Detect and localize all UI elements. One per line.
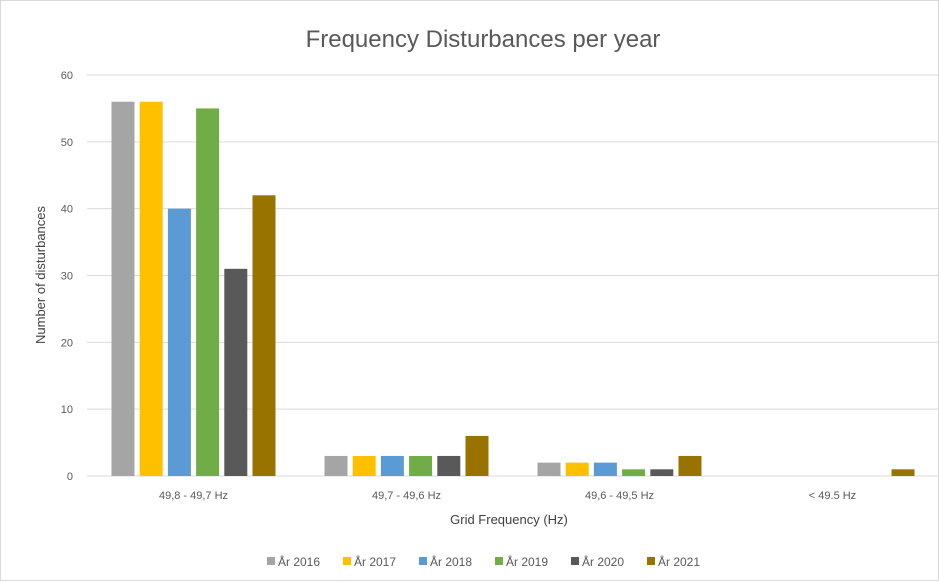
bar bbox=[891, 469, 915, 476]
x-axis-label: Grid Frequency (Hz) bbox=[450, 512, 568, 527]
y-tick-label: 20 bbox=[61, 337, 73, 349]
chart-title: Frequency Disturbances per year bbox=[306, 26, 661, 53]
x-tick-label: 49,7 - 49,6 Hz bbox=[372, 490, 441, 502]
legend-item: År 2019 bbox=[495, 554, 548, 569]
x-tick-label: 49,6 - 49,5 Hz bbox=[585, 490, 654, 502]
legend-label: År 2019 bbox=[506, 554, 548, 569]
y-axis-ticks: 0 10 20 30 40 50 60 bbox=[61, 70, 73, 483]
legend-swatch bbox=[343, 557, 351, 565]
bar bbox=[111, 101, 135, 476]
y-tick-label: 50 bbox=[61, 137, 73, 149]
legend-label: År 2017 bbox=[354, 554, 396, 569]
bar bbox=[622, 469, 646, 476]
legend-item: År 2021 bbox=[647, 554, 700, 569]
legend-item: År 2017 bbox=[343, 554, 396, 569]
legend-label: År 2021 bbox=[658, 554, 700, 569]
legend: År 2016 År 2017 År 2018 År 2019 År 2020 År 20… bbox=[267, 554, 700, 569]
x-tick-label: < 49.5 Hz bbox=[809, 490, 856, 502]
legend-item: År 2020 bbox=[571, 554, 624, 569]
bars bbox=[111, 101, 915, 477]
y-axis-label: Number of disturbances bbox=[33, 205, 48, 344]
bar bbox=[380, 455, 404, 476]
bar bbox=[324, 455, 348, 476]
bar bbox=[593, 462, 617, 476]
y-tick-label: 30 bbox=[61, 271, 73, 283]
legend-label: År 2018 bbox=[430, 554, 472, 569]
legend-swatch bbox=[419, 557, 427, 565]
y-tick-label: 10 bbox=[61, 404, 73, 416]
y-tick-label: 60 bbox=[61, 70, 73, 82]
x-tick-label: 49,8 - 49,7 Hz bbox=[159, 490, 228, 502]
legend-swatch bbox=[571, 557, 579, 565]
bar bbox=[678, 455, 702, 476]
bar bbox=[537, 462, 561, 476]
y-tick-label: 0 bbox=[67, 471, 73, 483]
bar bbox=[139, 101, 163, 476]
y-tick-label: 40 bbox=[61, 204, 73, 216]
bar bbox=[650, 469, 674, 476]
legend-label: År 2016 bbox=[278, 554, 320, 569]
legend-swatch bbox=[647, 557, 655, 565]
legend-item: År 2016 bbox=[267, 554, 320, 569]
bar bbox=[167, 208, 191, 476]
bar bbox=[252, 195, 276, 477]
x-axis-ticks: 49,8 - 49,7 Hz 49,7 - 49,6 Hz 49,6 - 49,5 … bbox=[159, 490, 856, 502]
bar bbox=[437, 455, 461, 476]
bar bbox=[409, 455, 433, 476]
legend-item: År 2018 bbox=[419, 554, 472, 569]
legend-label: År 2020 bbox=[582, 554, 624, 569]
bar bbox=[224, 268, 248, 476]
legend-swatch bbox=[495, 557, 503, 565]
bar bbox=[565, 462, 589, 476]
bar bbox=[352, 455, 376, 476]
bar bbox=[196, 108, 220, 477]
bar bbox=[465, 435, 489, 476]
legend-swatch bbox=[267, 557, 275, 565]
